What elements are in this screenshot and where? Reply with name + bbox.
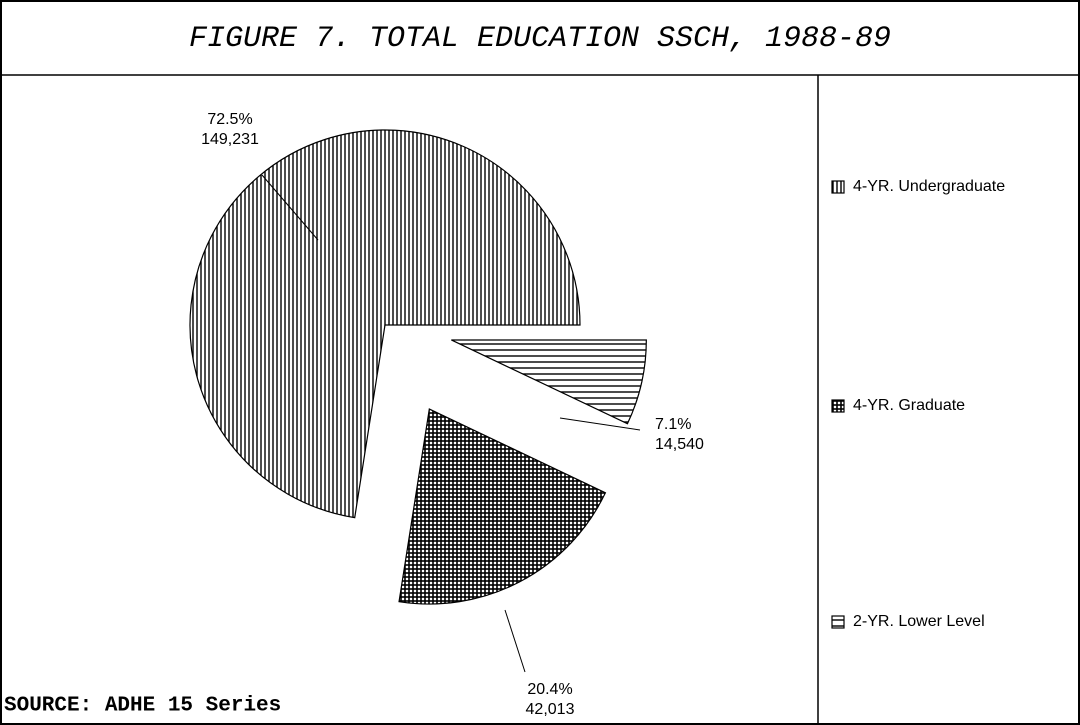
legend-label: 2-YR. Lower Level bbox=[853, 613, 985, 630]
pie-slice bbox=[451, 339, 647, 425]
percent-label: 72.5% bbox=[207, 111, 252, 128]
source: SOURCE: ADHE 15 Series bbox=[4, 695, 281, 718]
value-label: 14,540 bbox=[655, 436, 704, 453]
pie-slice bbox=[189, 129, 581, 519]
legend-swatch bbox=[831, 615, 845, 629]
chart-title: FIGURE 7. TOTAL EDUCATION SSCH, 1988-89 bbox=[189, 22, 891, 56]
pie-slice bbox=[398, 408, 607, 605]
value-label: 149,231 bbox=[201, 131, 259, 148]
legend-label: 4-YR. Graduate bbox=[853, 397, 965, 414]
percent-label: 7.1% bbox=[655, 416, 691, 433]
leader-line bbox=[261, 174, 319, 241]
leader-line bbox=[504, 609, 526, 673]
percent-label: 20.4% bbox=[527, 681, 572, 698]
legend-label: 4-YR. Undergraduate bbox=[853, 178, 1005, 195]
legend-swatch bbox=[831, 180, 845, 194]
value-label: 42,013 bbox=[526, 701, 575, 718]
leader-line bbox=[559, 417, 641, 431]
legend-swatch bbox=[831, 399, 845, 413]
